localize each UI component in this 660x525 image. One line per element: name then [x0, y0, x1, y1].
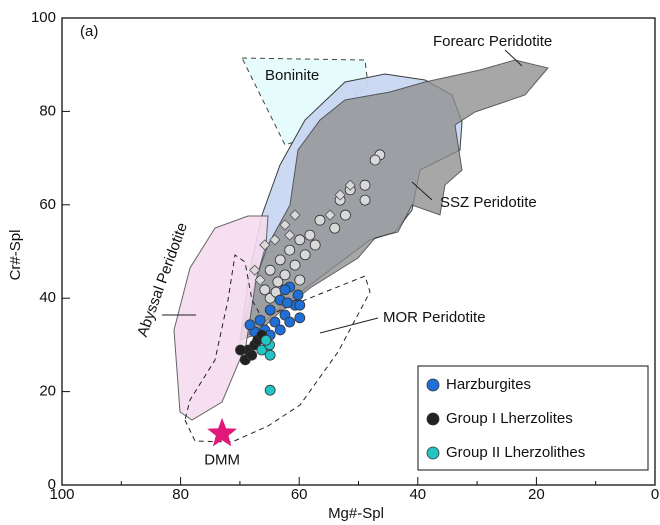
point	[254, 314, 266, 326]
abyssal-field	[173, 215, 269, 421]
diamond-point	[334, 189, 346, 201]
x-axis-label: Mg#-Spl	[328, 505, 384, 522]
y-tick-label: 0	[48, 476, 56, 493]
point-label: DMM	[204, 452, 240, 469]
leader-line	[319, 317, 379, 334]
point	[244, 319, 256, 331]
y-tick-label: 20	[39, 383, 56, 400]
leader-line	[411, 181, 433, 201]
point	[340, 209, 351, 221]
x-tick-label: 0	[651, 486, 659, 503]
point	[304, 229, 316, 241]
field-label: Boninite	[265, 67, 319, 84]
y-tick-label: 40	[39, 289, 56, 306]
point	[274, 254, 286, 266]
point	[299, 249, 311, 261]
diamond-point	[289, 209, 301, 221]
diamond-point	[284, 229, 296, 241]
point	[426, 378, 440, 392]
legend-label: Harzburgites	[446, 376, 531, 393]
point	[329, 222, 341, 234]
legend-box	[417, 365, 649, 471]
point	[279, 284, 291, 296]
point	[359, 179, 371, 191]
point	[426, 412, 440, 426]
diamond-point	[249, 264, 261, 276]
point	[294, 274, 306, 286]
point	[309, 239, 321, 251]
legend-label: Group I Lherzolites	[446, 410, 573, 427]
point	[259, 284, 271, 296]
point	[426, 446, 440, 460]
point	[256, 344, 268, 356]
point	[281, 297, 293, 309]
field-label: SSZ Peridotite	[440, 194, 537, 211]
point	[272, 276, 284, 288]
y-tick-label: 80	[39, 102, 56, 119]
x-tick-label: 80	[172, 486, 189, 503]
point	[289, 259, 301, 271]
marks	[207, 149, 386, 447]
point	[260, 334, 272, 346]
star-point	[207, 417, 238, 447]
diamond-point	[259, 239, 271, 251]
point	[269, 316, 281, 328]
point	[264, 384, 276, 396]
diamond-point	[269, 234, 281, 246]
y-axis-label: Cr#-Spl	[7, 230, 24, 281]
point	[369, 154, 381, 166]
y-tick-label: 60	[39, 196, 56, 213]
field-label: MOR Peridotite	[383, 309, 486, 326]
point	[264, 304, 276, 316]
leader-line	[504, 49, 523, 67]
panel-label: (a)	[80, 23, 98, 40]
legend: Harzburgites Group I Lherzolites Group II …	[426, 376, 585, 461]
point	[294, 234, 306, 246]
point	[264, 349, 276, 361]
x-tick-label: 20	[528, 486, 545, 503]
diamond-point	[324, 209, 336, 221]
point	[279, 269, 291, 281]
point	[284, 316, 296, 328]
point	[284, 244, 296, 256]
point	[235, 344, 246, 356]
point	[294, 299, 306, 311]
point	[264, 264, 276, 276]
x-tick-label: 100	[49, 486, 74, 503]
y-tick-label: 100	[31, 9, 56, 26]
x-tick-label: 40	[409, 486, 426, 503]
point	[359, 194, 371, 206]
x-tick-label: 60	[291, 486, 308, 503]
forearc-field	[239, 59, 549, 341]
diamond-point	[344, 179, 356, 191]
field-label: Forearc Peridotite	[433, 33, 552, 50]
point	[294, 312, 306, 324]
point	[314, 214, 326, 226]
legend-label: Group II Lherzolithes	[446, 444, 585, 461]
point	[246, 349, 258, 361]
diamond-point	[254, 274, 266, 286]
point	[292, 289, 304, 301]
point	[274, 324, 286, 336]
diamond-point	[279, 219, 291, 231]
